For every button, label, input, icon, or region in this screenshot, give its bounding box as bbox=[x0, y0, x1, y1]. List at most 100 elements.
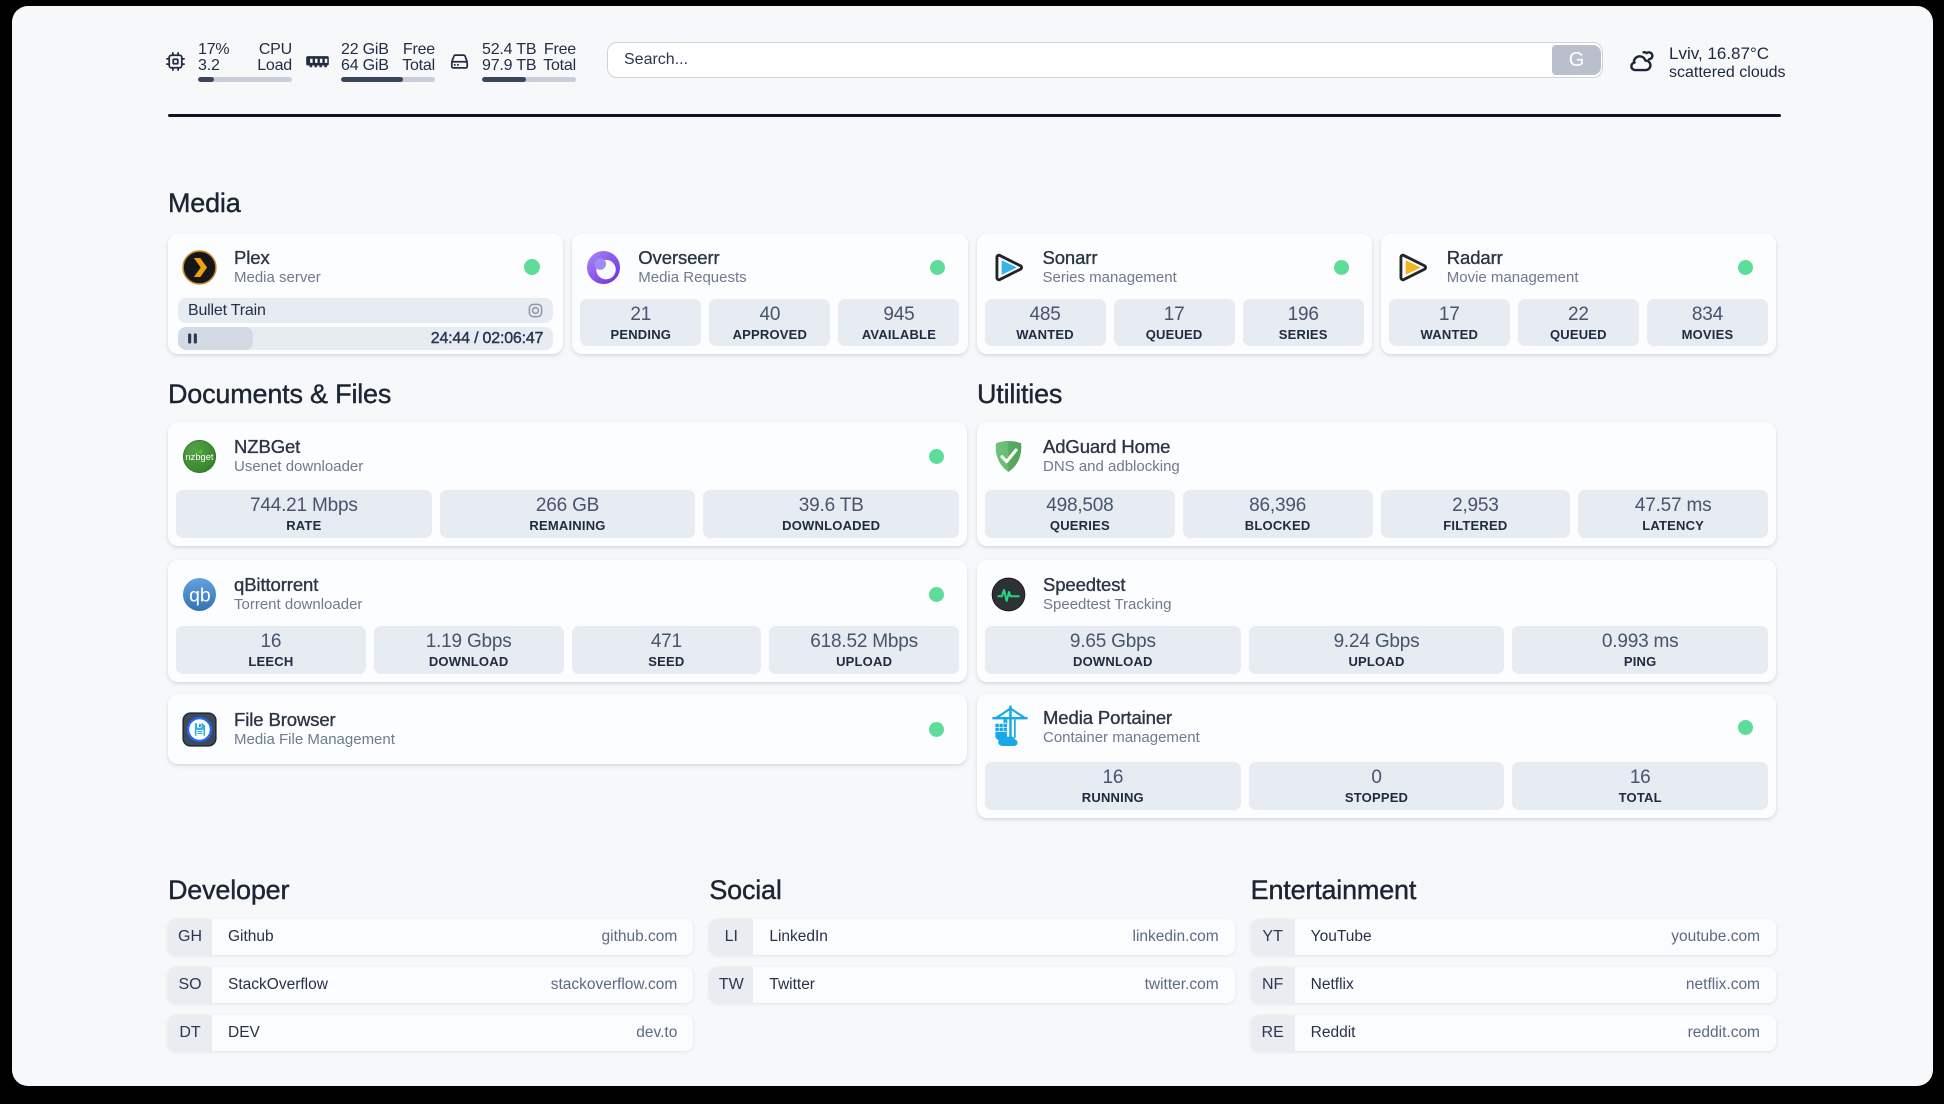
service-subtitle: Media File Management bbox=[234, 731, 395, 748]
service-subtitle: Container management bbox=[1043, 729, 1200, 746]
service-title: Media Portainer bbox=[1043, 707, 1173, 728]
stat-value: 40 bbox=[759, 304, 781, 325]
search-provider-button[interactable]: G bbox=[1552, 45, 1601, 75]
stat-label: MOVIES bbox=[1681, 327, 1734, 342]
section-documents: Documents & Files NZBGet Usenet download… bbox=[168, 380, 967, 818]
sonarr-icon bbox=[991, 250, 1026, 285]
service-card-overseerr[interactable]: Overseerr Media Requests 21 PENDING 40 A… bbox=[572, 234, 968, 354]
bookmark-github[interactable]: GH Github github.com bbox=[168, 919, 694, 955]
resource-widgets: 17% 3.2 CPU Load bbox=[165, 42, 576, 82]
memory-total-value: 64 GiB bbox=[341, 56, 389, 74]
service-card-sonarr[interactable]: Sonarr Series management 485 WANTED 17 Q… bbox=[976, 234, 1372, 354]
stat-remaining: 266 GB REMAINING bbox=[439, 490, 696, 538]
disk-total-label: Total bbox=[543, 56, 576, 74]
pause-icon[interactable] bbox=[187, 333, 198, 344]
search-input[interactable] bbox=[607, 42, 1603, 78]
cpu-progress-track bbox=[198, 77, 292, 82]
stat-label: DOWNLOAD bbox=[1073, 654, 1153, 669]
bookmark-linkedin[interactable]: LI LinkedIn linkedin.com bbox=[709, 919, 1235, 955]
memory-widget: 22 GiB 64 GiB Free Total bbox=[306, 42, 435, 82]
status-dot bbox=[929, 448, 944, 464]
stat-label: REMAINING bbox=[529, 518, 606, 533]
stat-value: 9.24 Gbps bbox=[1333, 631, 1420, 652]
bookmark-abbr: NF bbox=[1250, 967, 1295, 1003]
plex-icon bbox=[182, 250, 217, 285]
bookmark-twitter[interactable]: TW Twitter twitter.com bbox=[709, 967, 1235, 1003]
section-social: Social LI LinkedIn linkedin.com TW Twitt… bbox=[709, 876, 1235, 1063]
stat-label: RUNNING bbox=[1081, 790, 1144, 805]
bookmark-youtube[interactable]: YT YouTube youtube.com bbox=[1250, 919, 1776, 955]
service-title: NZBGet bbox=[234, 436, 301, 457]
memory-free-label: Free bbox=[402, 41, 435, 58]
stat-value: 0.993 ms bbox=[1601, 631, 1679, 652]
stat-download: 9.65 Gbps DOWNLOAD bbox=[985, 626, 1241, 674]
service-card-radarr[interactable]: Radarr Movie management 17 WANTED 22 QUE… bbox=[1380, 234, 1776, 354]
cpu-icon bbox=[165, 51, 186, 72]
weather-condition: scattered clouds bbox=[1669, 64, 1786, 81]
overseerr-icon bbox=[586, 250, 621, 285]
weather-widget[interactable]: Lviv, 16.87°C scattered clouds bbox=[1627, 44, 1786, 82]
section-title-media: Media bbox=[168, 188, 241, 218]
now-playing-title: Bullet Train bbox=[188, 301, 266, 319]
stat-value: 16 bbox=[1102, 767, 1124, 788]
bookmark-name: LinkedIn bbox=[769, 928, 828, 945]
status-dot bbox=[1333, 259, 1349, 275]
stat-label: PING bbox=[1623, 654, 1657, 669]
stat-download: 1.19 Gbps DOWNLOAD bbox=[373, 626, 564, 674]
service-card-filebrowser[interactable]: File Browser Media File Management bbox=[168, 694, 967, 764]
section-developer: Developer GH Github github.com SO StackO… bbox=[168, 876, 694, 1063]
stat-value: 17 bbox=[1163, 304, 1185, 325]
service-title: Plex bbox=[234, 247, 270, 268]
service-title: File Browser bbox=[234, 709, 336, 730]
stat-ping: 0.993 ms PING bbox=[1512, 626, 1769, 674]
service-card-portainer[interactable]: Media Portainer Container management 16 … bbox=[977, 694, 1776, 818]
bookmark-name: Netflix bbox=[1310, 976, 1354, 993]
stat-value: 16 bbox=[260, 631, 282, 652]
stat-value: 17 bbox=[1438, 304, 1460, 325]
service-card-adguard[interactable]: AdGuard Home DNS and adblocking 498,508 … bbox=[977, 422, 1776, 546]
service-card-speedtest[interactable]: Speedtest Speedtest Tracking 9.65 Gbps D… bbox=[977, 560, 1776, 682]
stat-value: 2,953 bbox=[1452, 495, 1499, 516]
memory-total-label: Total bbox=[402, 56, 435, 74]
stat-upload: 9.24 Gbps UPLOAD bbox=[1248, 626, 1505, 674]
bookmark-name: Reddit bbox=[1310, 1024, 1356, 1041]
stat-label: FILTERED bbox=[1443, 518, 1508, 533]
bookmark-abbr: TW bbox=[709, 967, 754, 1003]
section-entertainment: Entertainment YT YouTube youtube.com NF … bbox=[1250, 876, 1776, 1063]
memory-free-value: 22 GiB bbox=[341, 41, 389, 58]
stat-label: QUERIES bbox=[1049, 518, 1110, 533]
stat-label: SEED bbox=[648, 654, 685, 669]
playback-time: 24:44 / 02:06:47 bbox=[430, 329, 544, 347]
stat-label: DOWNLOAD bbox=[428, 654, 509, 669]
stat-pending: 21 PENDING bbox=[580, 299, 702, 346]
stat-label: UPLOAD bbox=[1348, 654, 1405, 669]
service-subtitle: Media server bbox=[234, 269, 321, 286]
bookmark-reddit[interactable]: RE Reddit reddit.com bbox=[1250, 1015, 1776, 1051]
status-dot bbox=[1738, 719, 1753, 735]
cpu-widget: 17% 3.2 CPU Load bbox=[165, 42, 292, 82]
bookmark-abbr: GH bbox=[168, 919, 212, 955]
stat-value: 47.57 ms bbox=[1634, 495, 1712, 516]
stat-label: LATENCY bbox=[1642, 518, 1705, 533]
stat-wanted: 485 WANTED bbox=[984, 299, 1106, 346]
bookmark-name: DEV bbox=[228, 1024, 260, 1041]
bookmark-netflix[interactable]: NF Netflix netflix.com bbox=[1250, 967, 1776, 1003]
status-dot bbox=[929, 721, 944, 737]
weather-location-temp: Lviv, 16.87°C bbox=[1669, 44, 1770, 63]
bookmark-url: twitter.com bbox=[1144, 976, 1219, 993]
service-card-plex[interactable]: Plex Media server Bullet Train 24:44 / 0… bbox=[168, 234, 564, 354]
bookmark-url: github.com bbox=[601, 928, 678, 945]
bookmark-stackoverflow[interactable]: SO StackOverflow stackoverflow.com bbox=[168, 967, 694, 1003]
scattered-clouds-icon bbox=[1627, 47, 1658, 76]
memory-progress-track bbox=[341, 77, 435, 82]
stat-value: 485 bbox=[1029, 304, 1061, 325]
service-subtitle: Torrent downloader bbox=[234, 596, 363, 613]
stat-movies: 834 MOVIES bbox=[1646, 299, 1768, 346]
service-card-qbittorrent[interactable]: qBittorrent Torrent downloader 16 LEECH bbox=[168, 560, 967, 682]
adguard-icon bbox=[991, 439, 1026, 474]
cpu-progress-fill bbox=[198, 77, 214, 82]
service-card-nzbget[interactable]: NZBGet Usenet downloader 744.21 Mbps RAT… bbox=[168, 422, 967, 546]
stat-value: 86,396 bbox=[1249, 495, 1307, 516]
stat-label: STOPPED bbox=[1344, 790, 1409, 805]
bookmark-dev[interactable]: DT DEV dev.to bbox=[168, 1015, 694, 1051]
